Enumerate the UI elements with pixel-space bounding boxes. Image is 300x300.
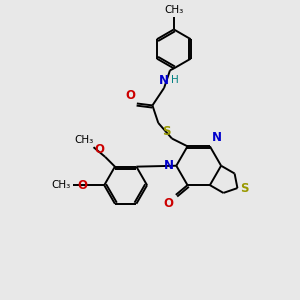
Text: O: O bbox=[94, 143, 104, 156]
Text: O: O bbox=[78, 179, 88, 192]
Text: CH₃: CH₃ bbox=[164, 5, 184, 15]
Text: H: H bbox=[171, 75, 179, 85]
Text: CH₃: CH₃ bbox=[52, 180, 71, 190]
Text: N: N bbox=[212, 131, 222, 144]
Text: N: N bbox=[159, 74, 169, 87]
Text: O: O bbox=[125, 89, 135, 103]
Text: S: S bbox=[240, 182, 249, 195]
Text: CH₃: CH₃ bbox=[74, 135, 94, 145]
Text: N: N bbox=[164, 159, 174, 172]
Text: S: S bbox=[162, 124, 171, 138]
Text: O: O bbox=[164, 197, 174, 210]
